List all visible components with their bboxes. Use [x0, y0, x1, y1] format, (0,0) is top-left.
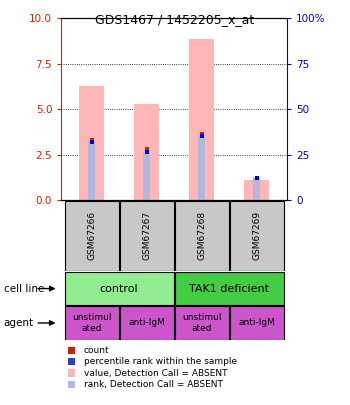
Text: TAK1 deficient: TAK1 deficient	[189, 284, 269, 294]
Text: control: control	[100, 284, 138, 294]
Text: anti-IgM: anti-IgM	[238, 318, 275, 328]
Text: GDS1467 / 1452205_x_at: GDS1467 / 1452205_x_at	[95, 13, 255, 26]
Bar	[253, 177, 260, 200]
Text: cell line: cell line	[4, 284, 44, 294]
Bar	[175, 272, 284, 305]
Bar	[120, 307, 174, 339]
Text: agent: agent	[4, 318, 34, 328]
Bar	[120, 201, 174, 271]
Text: percentile rank within the sample: percentile rank within the sample	[84, 357, 237, 366]
Text: GSM67268: GSM67268	[197, 211, 206, 260]
Bar	[88, 141, 95, 200]
Text: GSM67266: GSM67266	[87, 211, 96, 260]
Text: GSM67267: GSM67267	[142, 211, 151, 260]
Bar	[64, 201, 119, 271]
Bar	[134, 104, 159, 200]
Bar	[79, 86, 104, 200]
Text: value, Detection Call = ABSENT: value, Detection Call = ABSENT	[84, 369, 228, 377]
Text: rank, Detection Call = ABSENT: rank, Detection Call = ABSENT	[84, 380, 223, 389]
Bar	[175, 201, 229, 271]
Bar	[230, 307, 284, 339]
Bar	[189, 39, 214, 200]
Text: unstimul
ated: unstimul ated	[182, 313, 222, 333]
Text: unstimul
ated: unstimul ated	[72, 313, 111, 333]
Bar	[64, 307, 119, 339]
Text: anti-IgM: anti-IgM	[128, 318, 165, 328]
Text: GSM67269: GSM67269	[252, 211, 261, 260]
Bar	[143, 151, 150, 200]
Bar	[230, 201, 284, 271]
Text: count: count	[84, 346, 110, 355]
Bar	[64, 272, 174, 305]
Bar	[244, 181, 269, 200]
Bar	[198, 135, 205, 200]
Bar	[175, 307, 229, 339]
